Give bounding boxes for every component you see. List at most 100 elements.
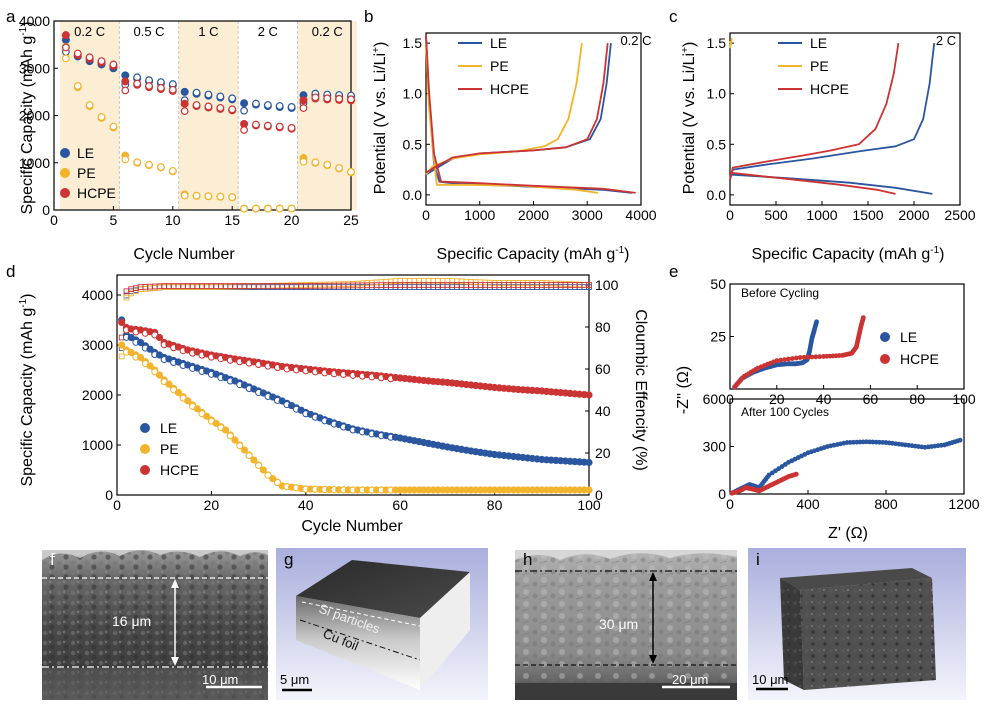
panel-d-y2tick-label: 20 (595, 445, 611, 461)
panel-d-ce-point-hcpe (345, 282, 352, 289)
panel-g-scale-label: 5 μm (280, 672, 309, 687)
panel-a-open-point-hcpe (311, 93, 320, 102)
panel-e-top-ytick-label: 25 (710, 329, 726, 345)
panel-a-open-point-hcpe (240, 126, 248, 134)
panel-a-open-point-hcpe (323, 94, 332, 103)
panel-c-charge-le (729, 42, 936, 180)
panel-a-point-le (121, 71, 130, 80)
panel-a-point-hcpe (61, 31, 70, 40)
panel-a-open-point-hcpe (263, 121, 272, 130)
panel-d-ytick-label: 1000 (82, 437, 113, 453)
panel-a-open-point-pe (192, 191, 201, 200)
panel-d-ce-point-le (156, 284, 163, 291)
panel-a-open-point-pe (97, 113, 106, 121)
panel-c-legend-label: PE (810, 58, 829, 74)
panel-d-ce-point-pe (557, 280, 564, 287)
panel-e-bottom-ytick-label: 300 (703, 439, 727, 455)
panel-h-thickness-label: 30 μm (599, 616, 638, 632)
panel-b-charge-hcpe (425, 43, 609, 174)
panel-i-3d-render: 10 μm (748, 548, 966, 700)
panel-a-open-point-hcpe (275, 122, 284, 131)
panel-a-xtick-label: 20 (284, 212, 300, 228)
panel-e-bottom-ytick-label: 0 (718, 486, 726, 502)
panel-c-ytick-label: 0.0 (707, 187, 727, 203)
panel-e-bottom-xtick-label: 800 (874, 496, 898, 512)
panel-a-open-point-hcpe (216, 103, 225, 112)
panel-d-capacity-point-pe (184, 397, 192, 405)
panel-c-xtick-label: 1500 (852, 207, 883, 223)
panel-a-xtick-label: 10 (165, 212, 181, 228)
panel-b-xtick-label: 0 (422, 207, 430, 223)
panel-f-thickness-label: 16 μm (112, 613, 151, 629)
panel-c-ytick-label: 0.5 (707, 136, 727, 152)
panel-b-discharge-pe (425, 43, 599, 194)
panel-c-xtick-label: 2500 (944, 207, 975, 223)
panel-a-open-point-hcpe (180, 107, 189, 116)
panel-a-open-point-pe (121, 155, 130, 164)
panel-a-legend-label: HCPE (77, 185, 116, 201)
panel-d-ce-point-hcpe (147, 283, 153, 290)
panel-d-ylabel-right: Cloumbic Effencity (%) (632, 309, 649, 471)
panel-a-rate-band (59, 21, 120, 210)
panel-a-open-point-hcpe (145, 82, 153, 90)
panel-d-legend-marker-pe (140, 444, 150, 454)
panel-d-ce-point-pe (468, 278, 474, 285)
panel-a-open-point-hcpe (133, 79, 142, 88)
panel-e-xlabel: Z' (Ω) (828, 525, 868, 542)
panel-a-xtick-label: 0 (50, 212, 58, 228)
panel-c-ylabel: Potential (V vs. Li/Li+) (680, 42, 698, 195)
panel-d-capacity-point-pe (174, 388, 182, 397)
panel-a-ytick-label: 1000 (19, 155, 50, 171)
panel-d-capacity-point-pe (240, 446, 249, 454)
panel-b-chart: 0 1000 2000 3000 4000 0.0 0.5 1.0 1.5 LE PE HCPE 0… (371, 32, 657, 263)
panel-b-legend-label: PE (490, 58, 509, 74)
panel-a-rate-band (297, 21, 357, 210)
panel-b-discharge-hcpe (425, 34, 636, 194)
panel-d-legend-marker-le (140, 423, 150, 433)
panel-e-top-point-hcpe (805, 354, 811, 360)
panel-a-open-point-hcpe (228, 105, 237, 114)
panel-b-xlabel: Specific Capacity (mAh g-1) (437, 245, 630, 263)
panel-a-open-point-hcpe (168, 85, 177, 94)
panel-a-open-point-hcpe (73, 49, 82, 58)
panel-d-ce-point-hcpe (586, 282, 592, 288)
panel-a-point-hcpe (121, 77, 130, 86)
panel-d-ce-point-pe (553, 280, 559, 287)
panel-a-open-point-le (192, 88, 201, 97)
panel-a-rate-label: 0.2 C (74, 24, 105, 39)
panel-d-capacity-open-pe (226, 432, 234, 440)
panel-d-ce-point-le (350, 284, 356, 290)
panel-d-ce-point-hcpe (142, 284, 149, 290)
panel-d-capacity-point-le (585, 458, 593, 467)
panel-a-open-point-hcpe (192, 101, 201, 109)
panel-d-xtick-label: 100 (577, 497, 601, 513)
panel-a-open-point-hcpe (121, 86, 130, 95)
panel-d-ce-point-hcpe (340, 282, 347, 289)
panel-c-charge-pe (729, 37, 733, 49)
panel-d-ce-point-pe (156, 284, 163, 291)
panel-a-open-point-pe (335, 164, 344, 172)
panel-a-rate-band (178, 21, 239, 210)
panel-a-open-point-le (275, 102, 284, 110)
panel-d-frame (116, 274, 590, 496)
panel-e-bottom-point-le (957, 437, 963, 443)
panel-a-open-point-hcpe (299, 104, 308, 112)
panel-a-legend-marker-le (60, 148, 70, 158)
panel-g-3d-render: Si particles Cu foil 5 μm (276, 548, 488, 700)
panel-e-bottom-ytick-label: 600 (703, 391, 727, 407)
panel-a-open-point-hcpe (85, 53, 94, 62)
panel-a-rate-label: 1 C (198, 24, 218, 39)
panel-d-ce-point-pe (383, 278, 389, 285)
panel-d-ce-point-hcpe (326, 282, 333, 289)
panel-a-rate-label: 2 C (258, 24, 278, 39)
panel-b-rate-annotation: 0.2 C (620, 33, 651, 48)
panel-d-capacity-point-pe (118, 341, 126, 349)
panel-d-capacity-point-pe (231, 436, 239, 444)
panel-d-ytick-label: 4000 (82, 287, 113, 303)
panel-e-top-point-le (814, 319, 819, 325)
panel-d-ce-point-pe (472, 279, 479, 285)
panel-a-open-point-pe (240, 204, 248, 213)
panel-letter-h: h (523, 550, 532, 569)
panel-d-ce-point-le (147, 285, 153, 292)
panel-d-ce-point-hcpe (354, 282, 361, 289)
